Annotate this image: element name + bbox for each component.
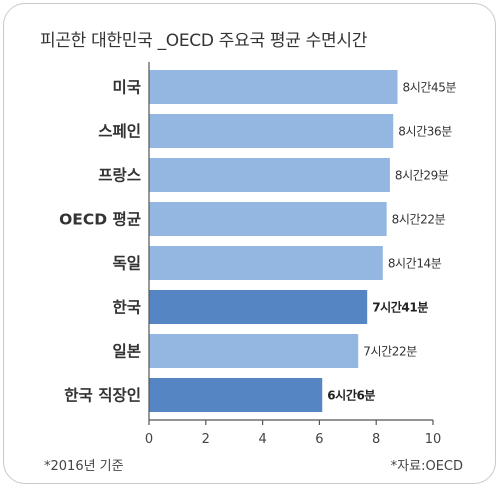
- bar: [149, 114, 394, 148]
- year-note: *2016년 기준: [44, 459, 124, 474]
- data-label: 7시간22분: [363, 345, 417, 359]
- category-label: 프랑스: [98, 166, 141, 185]
- x-tick-label: 4: [258, 432, 266, 447]
- data-label: 7시간41분: [372, 300, 428, 315]
- x-tick-label: 8: [372, 432, 380, 447]
- category-label: 한국 직장인: [64, 386, 141, 405]
- data-label: 8시간29분: [395, 169, 449, 183]
- data-label: 8시간36분: [398, 125, 452, 139]
- bar: [149, 246, 383, 280]
- bar: [149, 290, 368, 324]
- bar: [149, 202, 387, 236]
- x-tick-label: 2: [202, 432, 210, 447]
- x-tick-label: 6: [315, 432, 323, 447]
- category-label: 스페인: [98, 122, 141, 141]
- bar: [149, 334, 359, 368]
- data-label: 8시간14분: [388, 257, 442, 271]
- x-tick-label: 0: [145, 432, 153, 447]
- data-label: 6시간6분: [327, 388, 375, 403]
- category-label: 일본: [112, 343, 141, 361]
- bar: [149, 70, 398, 104]
- chart-title: 피곤한 대한민국 _OECD 주요국 평균 수면시간: [40, 31, 368, 51]
- data-label: 8시간45분: [403, 81, 457, 95]
- x-tick-label: 10: [425, 432, 442, 447]
- bar: [149, 158, 390, 192]
- bar: [149, 378, 323, 412]
- source-note: *자료:OECD: [390, 459, 463, 474]
- data-label: 8시간22분: [392, 213, 446, 227]
- category-label: OECD 평균: [59, 211, 141, 229]
- category-label: 독일: [112, 255, 141, 273]
- category-label: 미국: [112, 79, 141, 97]
- category-label: 한국: [112, 298, 141, 317]
